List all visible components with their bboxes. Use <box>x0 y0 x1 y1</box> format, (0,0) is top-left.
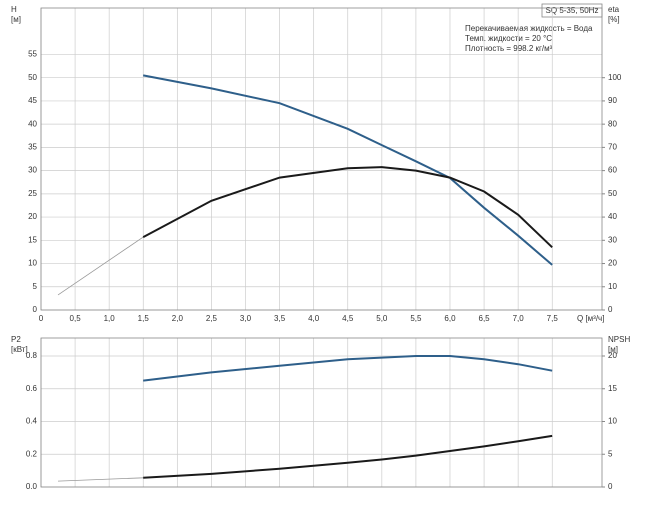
y-tick-label: 40 <box>28 119 37 128</box>
curve <box>143 355 553 382</box>
y-tick-label: 0.4 <box>26 417 38 426</box>
y2-tick-label: 90 <box>608 96 617 105</box>
curve <box>57 477 144 482</box>
y-tick-label: 30 <box>28 166 37 175</box>
y2-axis-unit: [%] <box>608 15 620 24</box>
y-tick-label: 25 <box>28 189 37 198</box>
y-tick-label: 15 <box>28 235 37 244</box>
x-tick-label: 5,0 <box>376 314 388 323</box>
annotation: Плотность = 998.2 кг/м³ <box>465 44 553 53</box>
x-tick-label: 4,0 <box>308 314 320 323</box>
y-axis-unit: [кВт] <box>11 345 28 354</box>
y2-axis-label: NPSH <box>608 335 630 344</box>
y-tick-label: 45 <box>28 96 37 105</box>
x-tick-label: 1,0 <box>104 314 116 323</box>
x-tick-label: 0,5 <box>70 314 82 323</box>
x-tick-label: 7,5 <box>547 314 559 323</box>
y2-tick-label: 40 <box>608 212 617 221</box>
y2-tick-label: 50 <box>608 189 617 198</box>
y2-tick-label: 20 <box>608 351 617 360</box>
y2-tick-label: 70 <box>608 142 617 151</box>
y2-tick-label: 15 <box>608 384 617 393</box>
y2-tick-label: 100 <box>608 73 622 82</box>
annotation: Темп. жидкости = 20 °C <box>465 34 552 43</box>
y-axis-label: H <box>11 5 17 14</box>
y2-tick-label: 80 <box>608 119 617 128</box>
y-tick-label: 0.8 <box>26 351 38 360</box>
y-tick-label: 0 <box>33 305 38 314</box>
y2-tick-label: 5 <box>608 449 613 458</box>
y2-tick-label: 60 <box>608 166 617 175</box>
y-axis-unit: [м] <box>11 15 21 24</box>
x-tick-label: 7,0 <box>513 314 525 323</box>
annotation: Перекачиваемая жидкость = Вода <box>465 24 593 33</box>
x-tick-label: 3,5 <box>274 314 286 323</box>
curve <box>143 434 553 479</box>
plot-frame <box>40 7 603 311</box>
curve <box>143 74 553 266</box>
y2-tick-label: 0 <box>608 305 613 314</box>
x-tick-label: 4,5 <box>342 314 354 323</box>
curve <box>57 236 144 296</box>
y-tick-label: 55 <box>28 50 37 59</box>
x-tick-label: 2,5 <box>206 314 218 323</box>
y-tick-label: 5 <box>33 282 38 291</box>
x-tick-label: 2,0 <box>172 314 184 323</box>
x-tick-label: 1,5 <box>138 314 150 323</box>
y-tick-label: 10 <box>28 259 37 268</box>
y2-tick-label: 20 <box>608 259 617 268</box>
x-axis-label: Q [м³/ч] <box>577 314 604 323</box>
y-tick-label: 20 <box>28 212 37 221</box>
x-tick-label: 6,0 <box>444 314 456 323</box>
x-tick-label: 0 <box>39 314 44 323</box>
x-tick-label: 5,5 <box>410 314 422 323</box>
y-tick-label: 50 <box>28 73 37 82</box>
y2-tick-label: 10 <box>608 282 617 291</box>
y2-tick-label: 30 <box>608 235 617 244</box>
curve <box>142 166 553 249</box>
y-tick-label: 0.2 <box>26 449 38 458</box>
chart-title: SQ 5-35, 50Hz <box>546 6 599 15</box>
x-tick-label: 6,5 <box>479 314 491 323</box>
y2-axis-unit: [м] <box>608 345 618 354</box>
y2-tick-label: 0 <box>608 482 613 491</box>
y-tick-label: 35 <box>28 142 37 151</box>
y-tick-label: 0.0 <box>26 482 38 491</box>
plot-frame <box>40 337 603 488</box>
y-axis-label: P2 <box>11 335 21 344</box>
y2-tick-label: 10 <box>608 417 617 426</box>
y-tick-label: 0.6 <box>26 384 38 393</box>
x-tick-label: 3,0 <box>240 314 252 323</box>
y2-axis-label: eta <box>608 5 620 14</box>
